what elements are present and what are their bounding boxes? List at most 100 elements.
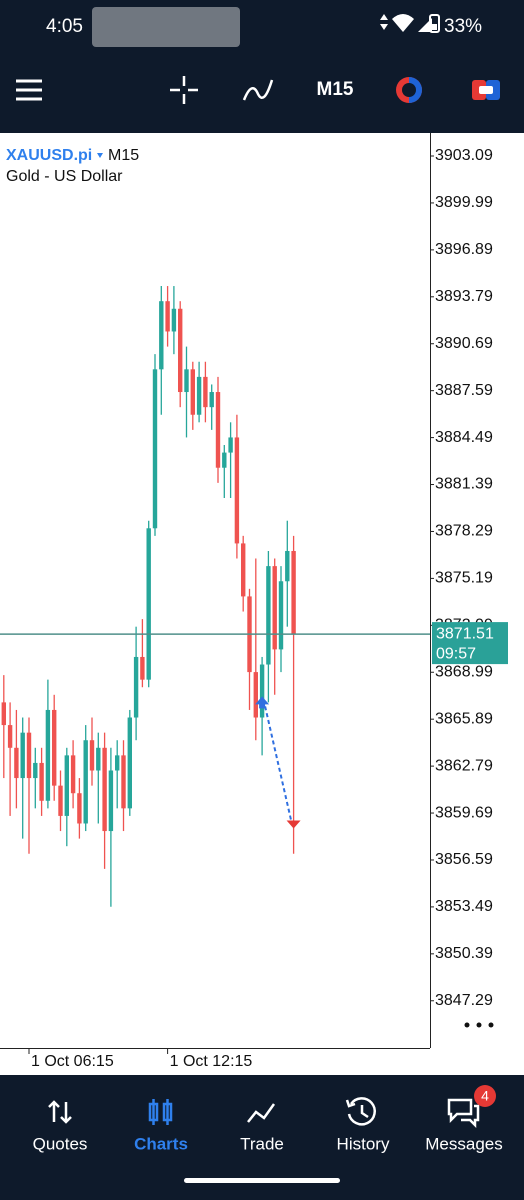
- nav-item[interactable]: History: [337, 1134, 390, 1153]
- candle-body: [7, 725, 13, 748]
- candle-body: [102, 747, 107, 832]
- home-indicator: [184, 1178, 340, 1183]
- candle-body: [285, 550, 290, 582]
- y-tick-label: 3862.79: [435, 757, 493, 774]
- candle-body: [215, 392, 221, 468]
- candle-body: [272, 566, 277, 650]
- chart-background: [0, 133, 524, 1075]
- candle-body: [77, 793, 82, 824]
- history-icon: [345, 1097, 376, 1126]
- y-tick-label: 3853.49: [435, 898, 493, 915]
- trade-icon: [247, 1103, 276, 1123]
- indicators-button[interactable]: [242, 79, 274, 101]
- one-click-button[interactable]: [396, 77, 422, 103]
- candle-body: [133, 656, 139, 718]
- status-time: 4:05: [46, 16, 83, 37]
- y-tick-label: 3896.89: [435, 241, 493, 258]
- candle-body: [209, 392, 214, 408]
- symbol-dropdown[interactable]: [97, 153, 103, 158]
- candle-body: [70, 755, 76, 794]
- candle-body: [58, 785, 63, 816]
- more-button[interactable]: [464, 1022, 494, 1028]
- candle-body: [171, 308, 177, 332]
- y-tick-label: 3890.69: [435, 335, 493, 352]
- candle-body: [1, 702, 6, 726]
- messages-badge: 4: [481, 1088, 489, 1104]
- candle-body: [127, 717, 132, 809]
- candle-body: [159, 301, 164, 370]
- candle-body: [184, 369, 189, 393]
- candle-body: [178, 308, 183, 393]
- y-tick-label: 3878.29: [435, 523, 493, 540]
- y-tick-label: 3856.59: [435, 851, 493, 868]
- status-icons: [380, 14, 440, 33]
- crosshair-button[interactable]: [170, 76, 198, 104]
- candle-body: [259, 664, 265, 718]
- buy-marker: [255, 696, 270, 709]
- trade-line: [264, 706, 293, 823]
- nav-item[interactable]: Charts: [134, 1134, 188, 1153]
- nav-item[interactable]: Trade: [240, 1134, 284, 1153]
- candle-body: [241, 543, 246, 597]
- y-tick-label: 3903.09: [435, 147, 493, 164]
- y-tick-label: 3893.79: [435, 288, 493, 305]
- candle-body: [203, 376, 208, 408]
- y-tick-label: 3865.89: [435, 710, 493, 727]
- candle-body: [108, 770, 114, 832]
- candle-body: [266, 566, 271, 665]
- candle-body: [140, 656, 145, 680]
- candle-body: [121, 755, 126, 809]
- y-tick-label: 3847.29: [435, 992, 493, 1009]
- timeframe-button[interactable]: M15: [317, 79, 354, 100]
- candle-body: [83, 740, 88, 824]
- status-battery: 33%: [444, 16, 482, 37]
- candle-body: [278, 581, 284, 650]
- menu-button[interactable]: [16, 79, 42, 101]
- candle-body: [228, 437, 233, 453]
- candle-countdown: 09:57: [436, 645, 476, 662]
- chart: 3903.09 3899.99 3896.89 3893.79 3890.69 3887.…: [0, 147, 508, 1070]
- candle-body: [253, 672, 258, 718]
- charts-icon: [148, 1099, 173, 1125]
- y-tick-label: 3884.49: [435, 429, 493, 446]
- badge-background: [474, 1085, 496, 1107]
- y-tick-label: 3850.39: [435, 945, 493, 962]
- candle-body: [152, 369, 158, 529]
- last-price-box: [432, 622, 508, 665]
- blurred-area: [92, 7, 240, 47]
- candle-body: [45, 709, 51, 801]
- candle-body: [52, 709, 57, 786]
- header-background: [0, 0, 524, 133]
- candle-body: [39, 762, 44, 801]
- symbol-description: Gold - US Dollar: [6, 168, 123, 185]
- nav-item[interactable]: Messages: [425, 1134, 502, 1153]
- last-price-label: 3871.51: [436, 625, 494, 642]
- candle-body: [165, 301, 170, 332]
- candle-body: [96, 747, 101, 771]
- trade-button[interactable]: [472, 80, 500, 100]
- y-tick-label: 3859.69: [435, 804, 493, 821]
- candle-body: [190, 369, 195, 415]
- symbol[interactable]: XAUUSD.pi: [6, 147, 92, 164]
- candle-body: [291, 550, 296, 635]
- candle-body: [222, 452, 227, 468]
- y-tick-label: 3868.99: [435, 663, 493, 680]
- candle-body: [33, 762, 38, 779]
- candle-body: [146, 528, 151, 680]
- quotes-icon: [48, 1100, 72, 1124]
- candle-body: [64, 755, 69, 816]
- candle-body: [234, 437, 240, 544]
- x-tick-label: 1 Oct 06:15: [31, 1053, 114, 1070]
- candle-body: [14, 747, 19, 779]
- x-tick-label: 1 Oct 12:15: [170, 1053, 253, 1070]
- nav-item[interactable]: Quotes: [33, 1134, 88, 1153]
- candle-body: [26, 732, 32, 779]
- candle-body: [196, 376, 202, 415]
- y-tick-label: 3881.39: [435, 476, 493, 493]
- nav-bar: Quotes Charts Trade History Messages: [33, 1134, 503, 1153]
- candle-body: [115, 755, 120, 771]
- messages-icon: [447, 1098, 480, 1129]
- chart-timeframe: M15: [108, 147, 139, 164]
- y-tick-label: 3887.59: [435, 382, 493, 399]
